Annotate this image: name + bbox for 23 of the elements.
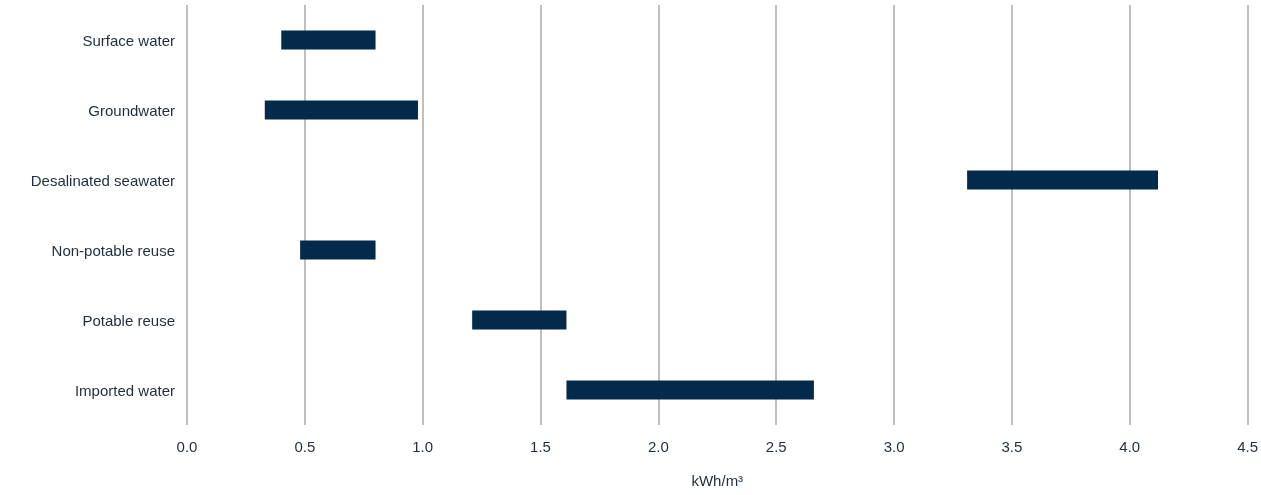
y-tick-label: Groundwater — [88, 101, 175, 119]
y-tick-label: Desalinated seawater — [30, 171, 175, 189]
bar — [472, 310, 567, 330]
x-tick-label: 4.0 — [1119, 438, 1141, 455]
x-tick-label: 3.5 — [1001, 438, 1023, 455]
x-tick-label: 4.5 — [1237, 438, 1258, 455]
bar — [566, 380, 814, 400]
x-tick-label: 2.5 — [765, 438, 787, 455]
y-tick-label: Imported water — [74, 381, 175, 399]
bar — [300, 240, 376, 260]
bar — [264, 100, 418, 120]
x-tick-label: 3.0 — [883, 438, 905, 455]
x-tick-label: 2.0 — [647, 438, 669, 455]
y-tick-label: Non-potable reuse — [51, 241, 175, 259]
x-tick-label: 1.0 — [412, 438, 434, 455]
y-tick-label: Surface water — [82, 31, 175, 49]
bar — [281, 30, 376, 50]
y-tick-label: Potable reuse — [82, 311, 175, 329]
x-tick-label: 1.5 — [530, 438, 551, 455]
bar — [967, 170, 1159, 190]
x-tick-label: 0.0 — [176, 438, 198, 455]
x-tick-label: 0.5 — [294, 438, 316, 455]
x-axis-title: kWh/m³ — [691, 472, 744, 489]
